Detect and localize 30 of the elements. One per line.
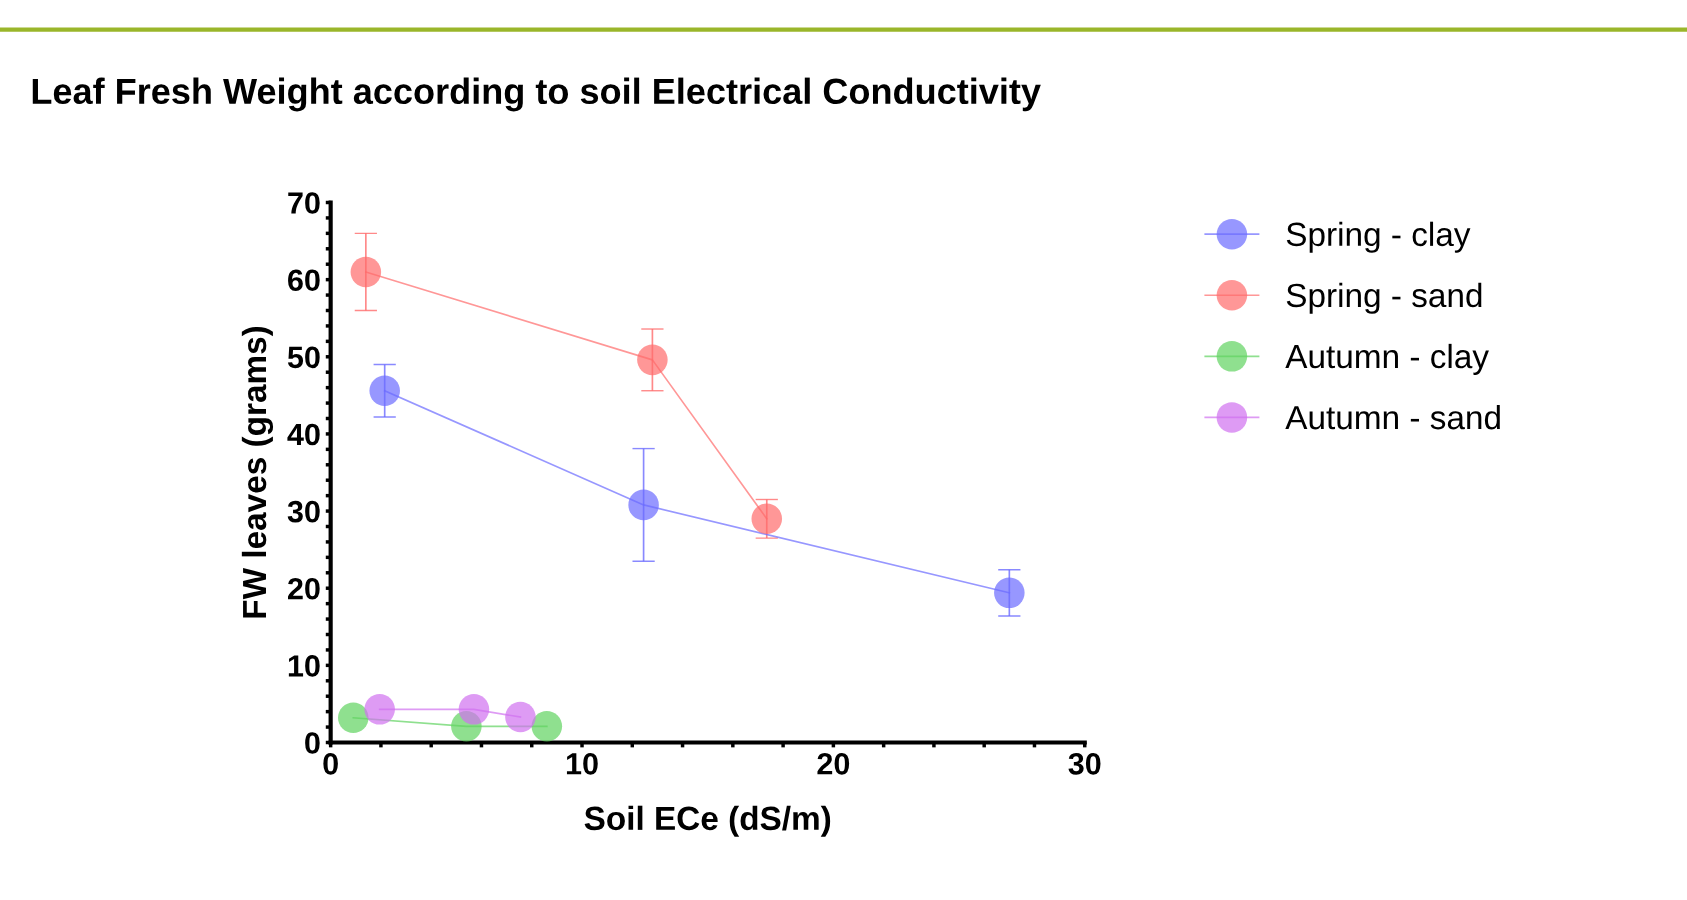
point xyxy=(531,711,563,742)
point xyxy=(338,702,369,734)
y-tick-label: 20 xyxy=(288,577,320,600)
point xyxy=(369,375,400,407)
y-tick-label: 60 xyxy=(288,269,320,292)
point xyxy=(751,503,783,535)
x-axis-title: Soil ECe (dS/m) xyxy=(584,805,831,837)
y-tick-label: 10 xyxy=(288,655,320,677)
point xyxy=(505,701,536,733)
legend-label: Autumn - sand xyxy=(1285,404,1500,430)
point xyxy=(350,256,382,288)
y-tick-label: 0 xyxy=(305,732,320,754)
y-tick-label: 50 xyxy=(287,346,320,369)
y-tick-label: 40 xyxy=(287,423,320,446)
x-tick-label: 10 xyxy=(566,753,598,775)
legend-label: Autumn - clay xyxy=(1285,343,1489,375)
y-tick-label: 30 xyxy=(287,500,320,523)
chart-title: Leaf Fresh Weight according to soil Electrical Conductivity xyxy=(32,77,1041,112)
point xyxy=(994,577,1025,609)
x-tick-label: 0 xyxy=(323,753,338,775)
legend-label: Spring - clay xyxy=(1286,221,1471,253)
x-tick-label: 30 xyxy=(1068,753,1101,775)
point xyxy=(628,489,659,521)
x-tick-label: 20 xyxy=(817,753,850,775)
legend-label: Spring - sand xyxy=(1286,282,1482,314)
y-tick-label: 70 xyxy=(288,192,320,214)
point xyxy=(364,694,395,725)
y-axis-title: FW leaves (grams) xyxy=(241,326,274,618)
point xyxy=(458,694,490,725)
point xyxy=(637,344,668,376)
